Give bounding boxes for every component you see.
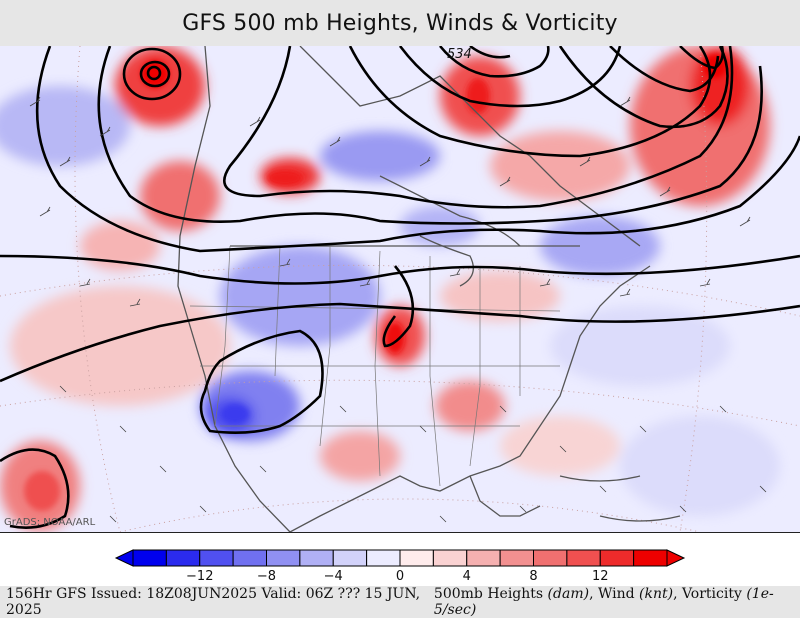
title-bar: GFS 500 mb Heights, Winds & Vorticity (0, 0, 800, 46)
colorbar-tick-label: −12 (186, 569, 213, 584)
colorbar-tick-label: 12 (592, 569, 609, 584)
footer-wind-label: , Wind (589, 586, 640, 602)
colorbar-swatch (332, 549, 368, 567)
state-borders (189, 245, 561, 487)
colorbar-swatch (199, 549, 234, 567)
colorbar-swatch (533, 549, 568, 567)
contour-label: 534 (447, 47, 472, 62)
colorbar-swatch (499, 549, 534, 567)
colorbar-arrow-right (666, 549, 686, 567)
colorbar-swatch (232, 549, 267, 567)
footer-heights-label: 500mb Heights (433, 586, 548, 602)
colorbar-swatch (466, 549, 501, 567)
colorbar-swatch (266, 549, 301, 567)
footer: 156Hr GFS Issued: 18Z08JUN2025 Valid: 06… (0, 586, 800, 618)
footer-vorticity-label: , Vorticity (673, 586, 747, 602)
colorbar-swatch (132, 549, 167, 567)
colorbar-svg: −12 −8 −4 0 4 8 12 (114, 549, 686, 584)
colorbar-tick-label: 8 (529, 569, 537, 584)
colorbar-swatch (399, 549, 434, 567)
colorbar-tick-label: −4 (324, 569, 343, 584)
colorbar: −12 −8 −4 0 4 8 12 (0, 533, 800, 585)
colorbar-swatch (633, 549, 668, 567)
colorbar-swatch (599, 549, 635, 567)
chart-title: GFS 500 mb Heights, Winds & Vorticity (182, 10, 618, 36)
colorbar-swatch (299, 549, 334, 567)
footer-unit-dam: (dam) (547, 586, 590, 602)
footer-unit-vort: (1e-5/sec) (433, 586, 774, 618)
colorbar-swatch (165, 549, 201, 567)
colorbar-tick-label: 0 (396, 569, 404, 584)
colorbar-swatch (432, 549, 468, 567)
colorbar-tick-label: −8 (257, 569, 276, 584)
colorbar-swatch (566, 549, 601, 567)
credit-label: GrADS: NOAA/ARL (4, 517, 96, 528)
map-panel: 534 GrADS: NOAA/ARL (0, 46, 800, 533)
lat-lon-grid (0, 46, 800, 532)
vorticity-shading (0, 46, 780, 531)
colorbar-arrow-left (114, 549, 134, 567)
map-svg: 534 (0, 46, 800, 532)
wind-barbs (29, 96, 767, 523)
footer-run-info: 156Hr GFS Issued: 18Z08JUN2025 Valid: 06… (6, 586, 421, 618)
footer-field-info: 500mb Heights (dam), Wind (knt), Vortici… (434, 586, 794, 618)
height-contours (0, 46, 800, 529)
colorbar-tick-label: 4 (463, 569, 471, 584)
colorbar-swatch (366, 549, 401, 567)
footer-unit-knt: (knt) (639, 586, 674, 602)
